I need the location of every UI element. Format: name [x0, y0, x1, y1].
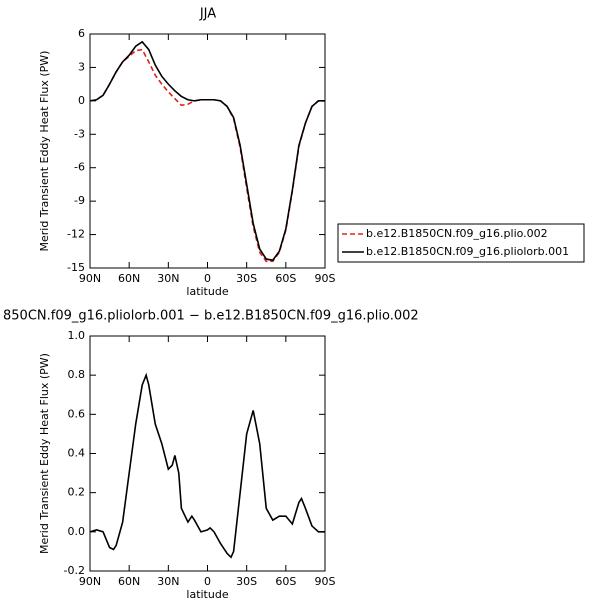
y-tick-label: -6 — [74, 161, 85, 174]
y-tick-label: 3 — [78, 60, 85, 73]
y-tick-label: 0 — [78, 94, 85, 107]
y-tick-label: 0.2 — [68, 486, 86, 499]
y-tick-label: 0.4 — [68, 447, 86, 460]
chart-title: 850CN.f09_g16.pliolorb.001 − b.e12.B1850… — [3, 309, 419, 324]
x-tick-label: 30N — [157, 575, 179, 588]
y-tick-label: 6 — [78, 27, 85, 40]
y-tick-label: -15 — [67, 261, 85, 274]
y-tick-label: 0.0 — [68, 525, 86, 538]
data-line — [89, 372, 325, 559]
x-tick-label: 60S — [275, 575, 296, 588]
legend-label: b.e12.B1850CN.f09_g16.plio.002 — [366, 227, 548, 240]
x-tick-label: 60N — [118, 575, 140, 588]
x-tick-label: 60N — [118, 272, 140, 285]
y-axis-label: Merid Transient Eddy Heat Flux (PW) — [38, 51, 51, 252]
x-tick-label: 30S — [236, 575, 257, 588]
legend-box — [337, 223, 585, 263]
plot-frame — [89, 33, 326, 269]
plot-frame — [89, 335, 326, 572]
data-line — [89, 48, 325, 263]
y-tick-label: -3 — [74, 127, 85, 140]
data-line — [89, 40, 325, 262]
y-tick-label: 0.6 — [68, 407, 86, 420]
y-tick-label: 1.0 — [68, 329, 86, 342]
y-tick-label: -9 — [74, 194, 85, 207]
x-tick-label: 90S — [315, 272, 336, 285]
x-tick-label: 30N — [157, 272, 179, 285]
y-tick-label: -12 — [67, 228, 85, 241]
x-tick-label: 0 — [204, 272, 211, 285]
x-axis-label: latitude — [186, 588, 228, 601]
x-axis-label: latitude — [186, 285, 228, 298]
x-tick-label: 30S — [236, 272, 257, 285]
y-tick-label: -0.2 — [64, 564, 85, 577]
x-tick-label: 0 — [204, 575, 211, 588]
x-tick-label: 90N — [79, 575, 101, 588]
y-tick-label: 0.8 — [68, 368, 86, 381]
x-tick-label: 90N — [79, 272, 101, 285]
legend-label: b.e12.B1850CN.f09_g16.pliolorb.001 — [366, 245, 569, 258]
x-tick-label: 60S — [275, 272, 296, 285]
x-tick-label: 90S — [315, 575, 336, 588]
chart-title: JJA — [199, 7, 216, 22]
y-axis-label: Merid Transient Eddy Heat Flux (PW) — [38, 353, 51, 554]
